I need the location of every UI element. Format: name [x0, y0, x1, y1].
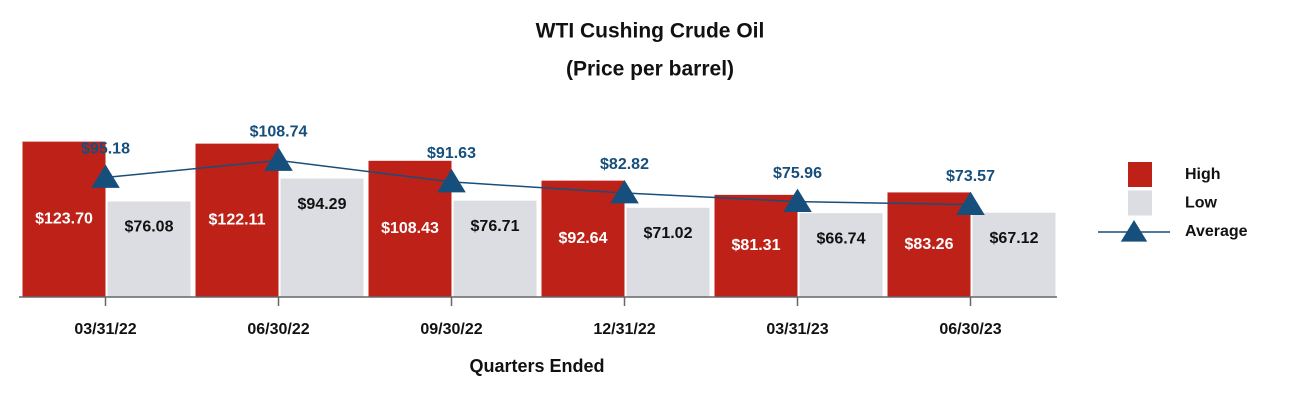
- legend-swatch: [1128, 190, 1152, 216]
- x-tick-label: 03/31/23: [766, 321, 828, 338]
- bar: [368, 160, 452, 297]
- value-label: $108.43: [381, 220, 439, 237]
- value-label: $76.08: [125, 219, 174, 236]
- x-tick-label: 12/31/22: [593, 321, 655, 338]
- average-marker: [91, 164, 120, 188]
- x-tick-label: 06/30/23: [939, 321, 1001, 338]
- value-label: $67.12: [990, 230, 1039, 247]
- bar: [799, 213, 883, 297]
- chart-subtitle: (Price per barrel): [566, 58, 734, 81]
- average-marker: [437, 168, 466, 193]
- average-label: $95.18: [81, 141, 130, 158]
- legend-label: Average: [1185, 223, 1248, 240]
- average-marker: [783, 188, 812, 212]
- value-label: $83.26: [905, 236, 954, 253]
- average-marker: [610, 179, 639, 204]
- average-marker: [956, 191, 985, 215]
- bar: [22, 141, 106, 297]
- value-label: $66.74: [817, 230, 866, 247]
- average-label: $73.57: [946, 168, 995, 185]
- legend-swatch: [1128, 162, 1152, 187]
- bar: [195, 143, 279, 297]
- bar: [972, 212, 1056, 297]
- x-tick-label: 06/30/22: [247, 321, 309, 338]
- legend-marker: [1120, 220, 1148, 242]
- value-label: $123.70: [35, 211, 93, 228]
- x-axis-title: Quarters Ended: [469, 356, 604, 376]
- legend-label: Low: [1185, 195, 1218, 212]
- value-label: $122.11: [209, 212, 266, 229]
- average-label: $82.82: [600, 156, 649, 173]
- average-label: $91.63: [427, 145, 476, 162]
- bar: [107, 201, 191, 297]
- bar: [453, 200, 537, 297]
- average-line: [105, 159, 971, 206]
- value-label: $92.64: [559, 230, 608, 247]
- x-tick-label: 09/30/22: [420, 321, 482, 338]
- value-label: $81.31: [732, 237, 781, 254]
- value-label: $71.02: [644, 225, 693, 242]
- chart-title: WTI Cushing Crude Oil: [536, 20, 765, 43]
- bar: [280, 178, 364, 297]
- average-label: $75.96: [773, 165, 822, 182]
- average-marker: [264, 147, 293, 171]
- bar: [541, 180, 625, 297]
- bar: [626, 207, 710, 297]
- bar: [887, 192, 971, 297]
- legend-label: High: [1185, 166, 1221, 183]
- value-label: $94.29: [298, 196, 347, 213]
- value-label: $76.71: [471, 218, 520, 235]
- average-label: $108.74: [250, 124, 308, 141]
- x-tick-label: 03/31/22: [74, 321, 136, 338]
